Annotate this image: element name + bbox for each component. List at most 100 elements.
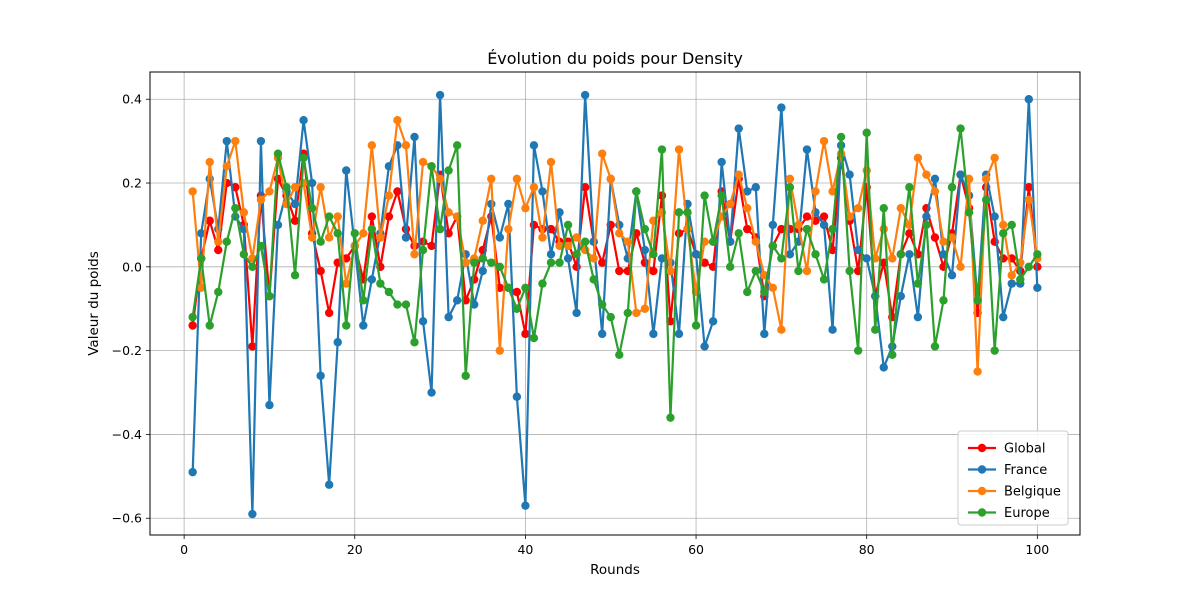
data-point-europe [999, 229, 1008, 238]
legend-label: Europe [1004, 506, 1050, 521]
data-point-france [896, 291, 906, 301]
data-point-belgique [324, 233, 334, 242]
data-point-europe [700, 191, 709, 200]
data-point-belgique [734, 170, 743, 179]
data-point-france [435, 90, 445, 100]
data-point-europe [393, 300, 402, 309]
data-point-france [367, 275, 377, 284]
data-point-belgique [947, 233, 957, 242]
data-point-europe [725, 262, 735, 272]
data-point-france [802, 145, 812, 154]
data-point-france [273, 220, 283, 230]
data-point-belgique [1007, 271, 1016, 280]
data-point-europe [316, 237, 325, 246]
data-point-belgique [265, 187, 274, 196]
data-point-belgique [853, 203, 863, 213]
data-point-belgique [239, 208, 249, 217]
axis-ticks: 0 20 40 60 80 100 −0.6 −0.4 −0.2 0.0 0.2 0.4 [112, 92, 1050, 557]
data-point-global [214, 245, 223, 255]
series-europe [188, 124, 1042, 422]
data-point-france [734, 124, 743, 133]
data-point-france [478, 266, 487, 276]
data-point-global [819, 212, 829, 221]
data-point-europe [939, 296, 948, 305]
x-tick-label: 80 [859, 542, 875, 557]
data-point-europe [555, 258, 564, 267]
data-point-europe [546, 258, 556, 267]
data-point-belgique [845, 212, 854, 221]
data-point-france [538, 187, 547, 196]
data-point-europe [845, 266, 854, 276]
data-point-france [452, 296, 462, 305]
data-point-belgique [512, 174, 522, 184]
data-point-france [1024, 95, 1034, 104]
data-point-france [188, 467, 197, 477]
data-point-france [598, 329, 607, 339]
legend-swatch-marker [977, 465, 987, 474]
y-tick-label: 0.2 [122, 176, 142, 191]
data-point-europe [512, 304, 522, 313]
data-point-france [580, 90, 590, 100]
data-point-europe [205, 321, 214, 330]
data-point-belgique [598, 149, 607, 158]
data-point-belgique [367, 141, 377, 150]
data-point-europe [598, 300, 607, 309]
data-point-france [768, 220, 778, 230]
data-point-belgique [196, 283, 206, 292]
data-point-belgique [589, 254, 598, 263]
data-point-europe [333, 229, 342, 238]
data-point-europe [905, 183, 914, 192]
data-point-europe [666, 413, 675, 422]
data-point-europe [734, 229, 743, 238]
data-point-france [708, 317, 718, 326]
data-point-europe [657, 145, 667, 154]
data-point-europe [973, 296, 982, 305]
data-point-europe [1024, 262, 1034, 272]
data-point-france [529, 141, 539, 150]
data-point-france [342, 166, 351, 175]
data-point-belgique [222, 162, 231, 171]
data-point-global [367, 212, 377, 221]
data-point-france [324, 480, 334, 489]
data-point-belgique [214, 237, 223, 246]
data-point-europe [384, 287, 394, 297]
data-point-france [922, 212, 931, 221]
data-point-france [307, 178, 317, 188]
data-point-france [853, 245, 863, 255]
data-point-europe [708, 237, 718, 246]
data-point-europe [802, 224, 812, 234]
data-point-europe [461, 371, 470, 380]
data-point-belgique [725, 199, 735, 209]
data-point-belgique [333, 212, 342, 221]
data-point-france [930, 174, 940, 184]
data-point-europe [529, 333, 539, 343]
data-point-europe [981, 195, 991, 204]
data-point-france [956, 170, 965, 179]
data-point-global [649, 266, 658, 276]
legend-item-belgique: Belgique [968, 485, 1061, 500]
data-point-belgique [615, 229, 624, 238]
data-point-europe [1007, 220, 1016, 230]
y-tick-label: −0.6 [112, 511, 142, 526]
data-point-europe [743, 287, 752, 297]
data-point-france [401, 233, 411, 242]
data-point-europe [623, 308, 632, 318]
data-point-global [384, 212, 394, 221]
data-point-france [427, 388, 436, 397]
data-point-europe [683, 208, 692, 217]
data-point-global [316, 266, 325, 276]
data-point-europe [478, 254, 487, 263]
data-point-europe [777, 254, 786, 263]
data-point-belgique [981, 174, 991, 184]
legend-swatch-marker [977, 443, 987, 453]
data-point-belgique [316, 183, 325, 192]
data-point-belgique [930, 187, 940, 196]
data-point-france [947, 271, 957, 280]
data-point-europe [427, 162, 436, 171]
x-tick-label: 60 [688, 542, 704, 557]
data-point-france [657, 254, 667, 263]
data-point-france [1033, 283, 1042, 292]
data-point-belgique [811, 187, 820, 196]
data-point-belgique [666, 266, 675, 276]
legend: Global France Belgique Europe [957, 430, 1069, 526]
